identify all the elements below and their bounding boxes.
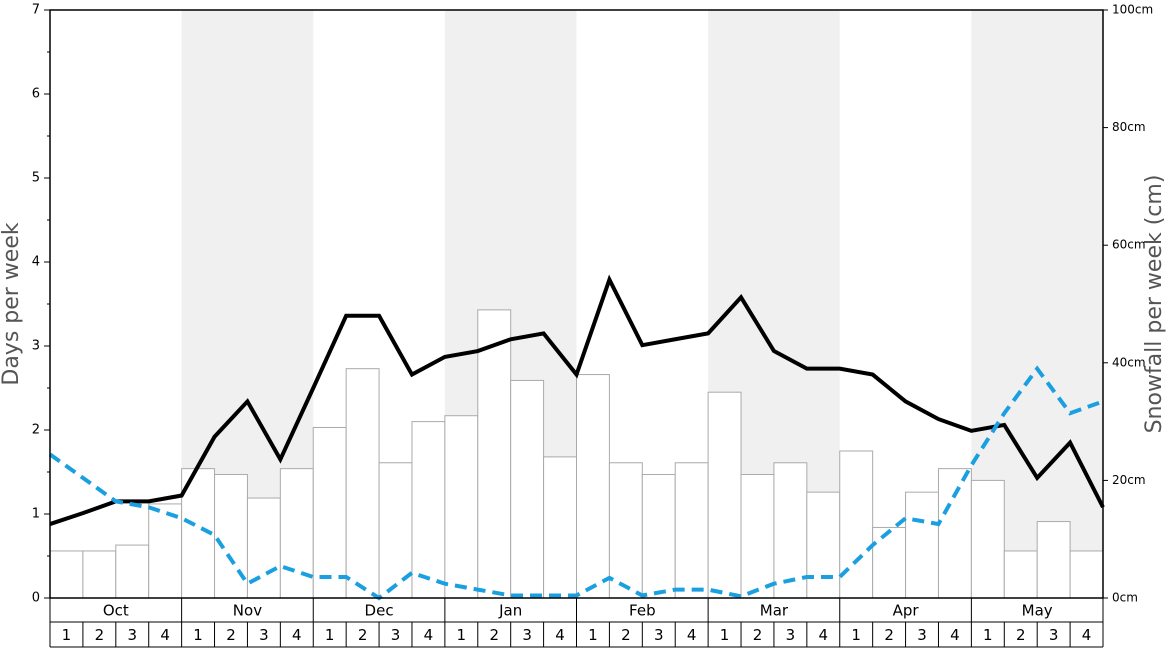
month-label: May [1022, 602, 1053, 620]
month-label: Oct [103, 602, 129, 620]
month-label: Nov [233, 602, 262, 620]
days-line [49, 274, 1105, 526]
week-label: 1 [457, 626, 467, 644]
week-label: 2 [358, 626, 368, 644]
week-label: 1 [193, 626, 203, 644]
week-label: 2 [621, 626, 631, 644]
week-label: 1 [851, 626, 861, 644]
week-label: 1 [720, 626, 730, 644]
week-label: 4 [1082, 626, 1092, 644]
snowfall-bar [674, 462, 709, 599]
y2-tick-label: 100cm [1112, 3, 1153, 17]
snowfall-bar [411, 421, 446, 599]
snowfall-bar [872, 526, 907, 599]
y-tick-label: 0 [32, 591, 40, 606]
week-label: 4 [424, 626, 434, 644]
month-label: Jan [498, 602, 522, 620]
snowfall-bar [707, 391, 742, 599]
week-label: 2 [884, 626, 894, 644]
snowfall-bar [641, 474, 676, 599]
snowfall-bar [937, 468, 972, 599]
days-line [48, 365, 1104, 601]
snowfall-bar [115, 544, 150, 599]
snowfall-bar [312, 426, 347, 599]
snowfall-bar [82, 550, 117, 599]
y-tick-label: 2 [32, 423, 40, 438]
snowfall-bar [543, 456, 577, 599]
snowfall-bar [806, 491, 841, 599]
snowfall-bar [477, 309, 512, 599]
week-label: 4 [292, 626, 302, 644]
snowfall-bar [1069, 550, 1104, 599]
week-label: 1 [62, 626, 72, 644]
snowfall-bar [905, 491, 939, 599]
week-label: 2 [753, 626, 763, 644]
month-label: Dec [365, 602, 394, 620]
snowfall-bar [148, 503, 183, 599]
snowfall-bar [740, 474, 775, 599]
y-tick-label: 3 [32, 339, 40, 354]
y2-tick-label: 40cm [1112, 355, 1146, 369]
week-label: 4 [950, 626, 960, 644]
week-label: 1 [588, 626, 598, 644]
month-label: Feb [629, 602, 656, 620]
week-label: 3 [1049, 626, 1059, 644]
week-label: 2 [95, 626, 105, 644]
week-label: 4 [555, 626, 565, 644]
snowfall-bar [279, 468, 314, 599]
snowfall-bar [1036, 521, 1071, 599]
week-label: 4 [687, 626, 697, 644]
week-label: 4 [160, 626, 170, 644]
snowfall-bar [1003, 550, 1038, 599]
month-label: Apr [893, 602, 920, 620]
y2-tick-label: 80cm [1112, 120, 1146, 134]
snowfall-bar [444, 415, 479, 599]
week-label: 3 [654, 626, 664, 644]
snowfall-bar [608, 462, 643, 599]
snowfall-bar [49, 550, 84, 599]
snowfall-bar [970, 479, 1005, 599]
y2-tick-label: 60cm [1112, 238, 1146, 252]
month-label: Mar [760, 602, 789, 620]
week-label: 2 [489, 626, 499, 644]
snowfall-bar [839, 450, 874, 599]
snowfall-bar [773, 462, 808, 599]
y-tick-label: 1 [32, 507, 40, 522]
week-label: 1 [325, 626, 335, 644]
y2-axis-title: Snowfall per week (cm) [1142, 175, 1167, 434]
week-label: 3 [917, 626, 927, 644]
week-label: 2 [226, 626, 236, 644]
y-tick-label: 6 [32, 87, 40, 102]
y2-tick-label: 0cm [1112, 591, 1138, 605]
week-label: 3 [786, 626, 796, 644]
week-label: 3 [259, 626, 269, 644]
y2-tick-label: 20cm [1112, 473, 1146, 487]
snowfall-bar [345, 368, 380, 599]
snowfall-bar [510, 379, 545, 599]
week-label: 3 [127, 626, 137, 644]
y-axis-title: Days per week [0, 222, 24, 385]
y-tick-label: 4 [32, 255, 40, 270]
week-label: 3 [522, 626, 532, 644]
week-label: 3 [391, 626, 401, 644]
y-tick-label: 7 [32, 3, 40, 18]
snowfall-bar [576, 374, 610, 599]
week-label: 4 [819, 626, 829, 644]
week-label: 1 [983, 626, 993, 644]
y-tick-label: 5 [32, 171, 40, 186]
week-label: 2 [1016, 626, 1026, 644]
